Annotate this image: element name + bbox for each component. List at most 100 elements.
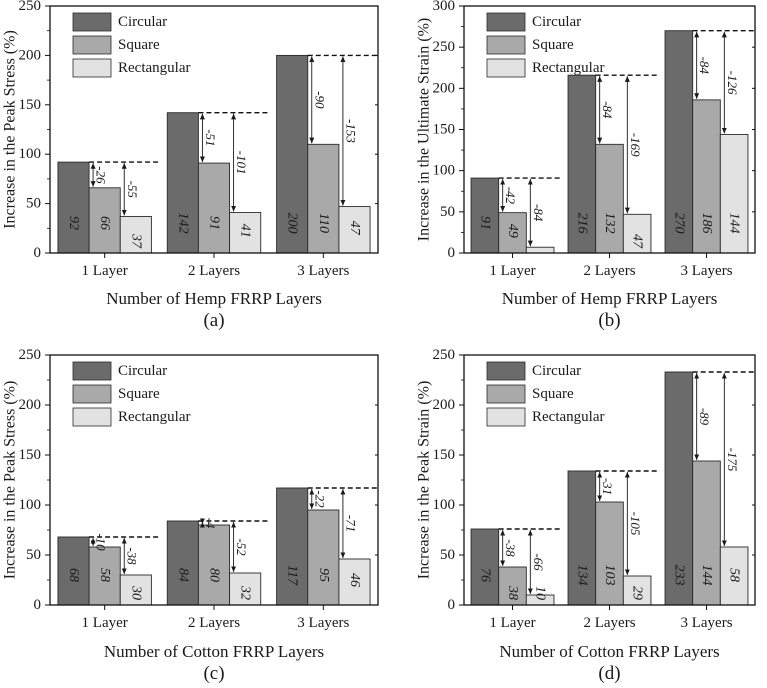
legend: Circular Square Rectangular [486, 361, 604, 427]
bar-value-label-square-2: 103 [602, 565, 617, 586]
difference-label-rectangular-3: -126 [725, 71, 740, 95]
chart-panel-b: -42 -84 91 49 1 Layer -84 -169 216 132 47 2 Layers… [416, 0, 756, 331]
bar-value-label-rectangular-3: 144 [727, 213, 742, 234]
bar-circular-1 [470, 177, 500, 254]
bar-value-label-square-1: 66 [97, 216, 112, 230]
x-tick-label-2: 2 Layers [188, 263, 240, 279]
x-axis-label: Number of Hemp FRRP Layers [106, 289, 322, 308]
bar-square-2 [595, 501, 624, 606]
y-tick-label-150: 150 [19, 447, 42, 463]
y-tick-label-100: 100 [19, 146, 42, 162]
bar-value-label-circular-3: 117 [285, 565, 300, 586]
legend-swatch-rectangular [486, 58, 526, 78]
legend-label-square: Square [532, 37, 574, 53]
legend-swatch-square [72, 35, 112, 55]
legend-swatch-rectangular [486, 407, 526, 427]
difference-label-rectangular-2: -169 [628, 133, 643, 157]
difference-label-square-1: -26 [94, 166, 109, 184]
difference-label-square-1: -10 [94, 533, 109, 551]
bar-rectangular-2 [229, 572, 262, 606]
x-tick-label-2: 2 Layers [188, 615, 240, 631]
y-tick-label-50: 50 [26, 547, 41, 563]
panel-label: (a) [203, 310, 224, 331]
y-tick-label-250: 250 [433, 347, 456, 363]
y-tick-label-200: 200 [19, 47, 42, 63]
difference-label-rectangular-3: -175 [725, 448, 740, 472]
legend: Circular Square Rectangular [486, 12, 604, 78]
y-axis-label: Increase in the Peak Strain (%) [416, 381, 433, 580]
x-tick-label-3: 3 Layers [680, 263, 732, 279]
y-tick-label-50: 50 [440, 204, 455, 220]
bar-value-label-square-2: 132 [602, 213, 617, 234]
bar-value-label-rectangular-1: 30 [128, 585, 143, 600]
legend-label-rectangular: Rectangular [118, 60, 190, 76]
y-tick-label-250: 250 [19, 0, 42, 14]
panel-label: (d) [598, 663, 620, 684]
chart-panel-d: -38 -66 76 38 10 1 Layer -31 -105 134 103 29 2 Laye… [416, 347, 756, 684]
legend-swatch-circular [486, 361, 526, 381]
bar-rectangular-1 [119, 215, 152, 254]
legend-swatch-square [486, 35, 526, 55]
bar-value-label-circular-2: 84 [175, 568, 190, 582]
y-tick-label-250: 250 [433, 39, 456, 55]
difference-label-rectangular-1: -38 [125, 547, 140, 565]
chart-panel-c: -10 -38 68 58 301 Layer -4 -52 84 80 32 2 Layers -2… [2, 347, 379, 684]
bar-square-2 [197, 162, 231, 254]
bar-rectangular-3 [719, 546, 749, 606]
legend: Circular Square Rectangular [72, 361, 190, 427]
bar-value-label-square-3: 186 [699, 213, 714, 234]
legend: Circular Square Rectangular [72, 12, 190, 78]
y-tick-label-100: 100 [433, 497, 456, 513]
bar-circular-2 [567, 74, 597, 254]
y-tick-label-150: 150 [433, 122, 456, 138]
bar-circular-1 [470, 528, 500, 606]
x-tick-label-1: 1 Layer [489, 615, 535, 631]
bar-value-label-square-1: 49 [505, 224, 520, 238]
difference-label-rectangular-2: -101 [234, 151, 249, 175]
x-axis-label: Number of Cotton FRRP Layers [104, 642, 324, 661]
x-tick-label-1: 1 Layer [82, 263, 128, 279]
bar-value-label-square-2: 91 [207, 216, 222, 230]
y-tick-label-150: 150 [433, 447, 456, 463]
y-tick-label-200: 200 [433, 80, 456, 96]
difference-label-square-3: -90 [312, 91, 327, 109]
y-tick-label-100: 100 [433, 163, 456, 179]
bar-value-label-circular-3: 233 [671, 565, 686, 586]
bar-value-label-circular-1: 76 [477, 568, 492, 582]
bar-square-3 [307, 143, 340, 254]
bar-rectangular-3 [338, 558, 371, 606]
legend-label-square: Square [532, 386, 574, 402]
y-tick-label-300: 300 [433, 0, 456, 14]
chart-panel-a: -26 -55 92 66 371 Layer -51 -101 142 91 41 2 Layer… [2, 0, 379, 331]
legend-label-circular: Circular [532, 14, 581, 30]
difference-label-square-2: -84 [600, 101, 615, 119]
difference-label-rectangular-1: -84 [531, 204, 546, 222]
legend-label-circular: Circular [532, 363, 581, 379]
bar-square-3 [692, 460, 721, 606]
bar-value-label-rectangular-3: 46 [347, 573, 362, 587]
legend-label-circular: Circular [118, 363, 167, 379]
bar-rectangular-1 [525, 246, 555, 254]
x-tick-label-1: 1 Layer [82, 615, 128, 631]
panel-label: (b) [598, 310, 620, 331]
x-tick-label-3: 3 Layers [297, 615, 349, 631]
bar-circular-3 [664, 371, 694, 606]
difference-label-square-3: -89 [697, 408, 712, 426]
bar-rectangular-2 [622, 213, 652, 254]
bar-value-label-circular-2: 216 [574, 213, 589, 234]
legend-label-circular: Circular [118, 14, 167, 30]
x-axis-label: Number of Cotton FRRP Layers [499, 642, 719, 661]
legend-swatch-rectangular [72, 407, 112, 427]
bar-rectangular-3 [719, 133, 749, 254]
legend-label-square: Square [118, 386, 160, 402]
y-tick-label-150: 150 [19, 97, 42, 113]
bar-value-label-square-3: 144 [699, 565, 714, 586]
bar-value-label-circular-3: 200 [285, 213, 300, 234]
difference-label-square-2: -51 [203, 129, 218, 146]
difference-label-rectangular-2: -105 [628, 512, 643, 536]
difference-label-rectangular-1: -66 [531, 553, 546, 571]
bar-value-label-square-1: 38 [505, 585, 520, 600]
difference-label-square-3: -22 [312, 490, 327, 508]
bar-value-label-rectangular-3: 58 [727, 568, 742, 582]
